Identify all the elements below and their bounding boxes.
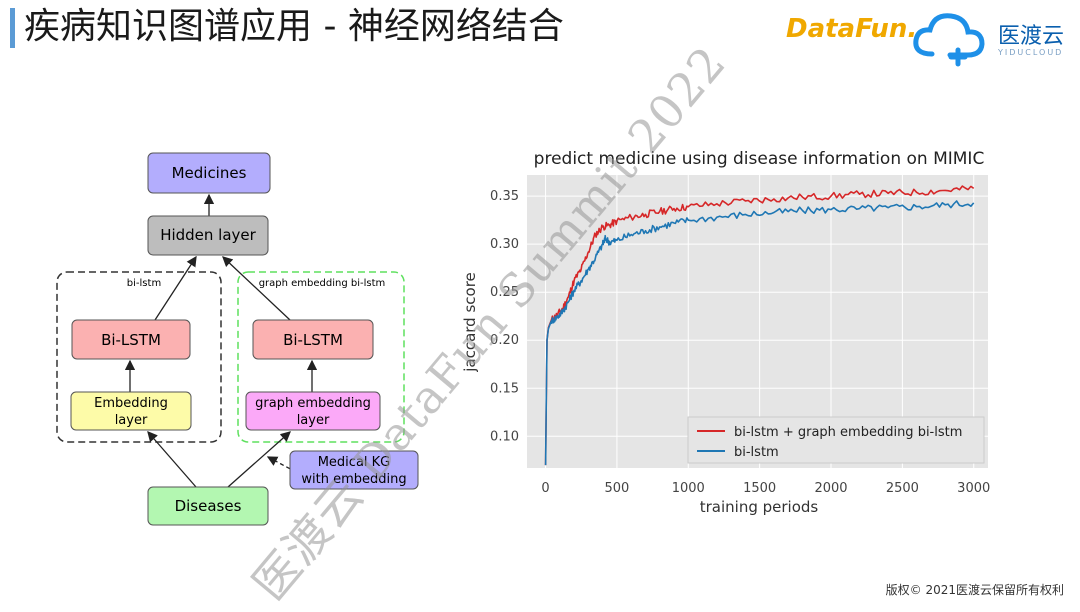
chart-legend: bi-lstm + graph embedding bi-lstm bi-lst… [687,416,985,464]
node-embedding-layer-line1: Embedding [94,396,168,411]
y-tick-label: 0.15 [490,381,519,396]
node-graph-embedding-line1: graph embedding [255,396,371,411]
node-medical-kg-line1: Medical KG [318,455,391,470]
y-tick-label: 0.10 [490,429,519,444]
node-bilstm-left-label: Bi-LSTM [101,331,161,349]
y-tick-label: 0.20 [490,333,519,348]
x-tick-label: 3000 [957,481,990,496]
group-label-graph-bi-lstm: graph embedding bi-lstm [259,278,386,289]
chart-series [544,185,975,466]
y-tick-label: 0.35 [490,189,519,204]
chart: predict medicine using disease informati… [461,149,990,516]
node-graph-embedding-line2: layer [297,413,330,428]
diagram-arrows [124,193,318,488]
node-bilstm-right [252,319,374,360]
chart-ticks: 0 500 1000 1500 2000 2500 3000 0.10 0.15 0.20 0.25… [490,189,990,496]
group-box-bi-lstm [56,271,222,443]
node-hidden-layer-label: Hidden layer [160,226,256,244]
page-title: 疾病知识图谱应用 - 神经网络结合 [24,6,564,47]
node-hidden-layer [147,215,269,256]
x-tick-label: 2000 [814,481,847,496]
x-tick-label: 0 [541,481,549,496]
group-label-bi-lstm: bi-lstm [127,278,161,289]
yiducloud-logo-subtitle: YIDUCLOUD [998,48,1064,57]
node-embedding-layer-line2: layer [115,413,148,428]
series-line-combined [544,185,975,466]
legend-label-combined: bi-lstm + graph embedding bi-lstm [734,425,962,440]
node-medicines-label: Medicines [172,164,247,182]
node-diseases [147,486,269,526]
title-accent-bar [10,8,15,48]
chart-title: predict medicine using disease informati… [534,149,985,169]
node-medicines [147,152,271,194]
x-tick-label: 2500 [886,481,919,496]
node-diseases-label: Diseases [175,497,242,515]
legend-box [687,416,985,464]
group-box-graph-bi-lstm [237,271,405,443]
series-line-bilstm [544,200,975,466]
y-tick-label: 0.30 [490,237,519,252]
y-tick-label: 0.25 [490,285,519,300]
node-bilstm-right-label: Bi-LSTM [283,331,343,349]
node-embedding-layer [70,391,192,431]
datafun-logo: DataFun. [786,14,918,44]
node-medical-kg-line2: with embedding [301,472,406,487]
node-graph-embedding-layer [245,391,381,431]
node-bilstm-left [71,319,191,360]
x-tick-label: 1000 [672,481,705,496]
yiducloud-logo: 医渡云 [998,24,1065,49]
cloud-icon [913,13,985,67]
chart-ylabel: jaccard score [461,272,479,373]
x-tick-label: 1500 [743,481,776,496]
chart-xlabel: training periods [700,498,819,516]
node-medical-kg [289,450,419,490]
copyright-text: 版权© 2021医渡云保留所有权利 [885,583,1064,597]
x-tick-label: 500 [605,481,630,496]
legend-label-bilstm: bi-lstm [734,445,779,460]
